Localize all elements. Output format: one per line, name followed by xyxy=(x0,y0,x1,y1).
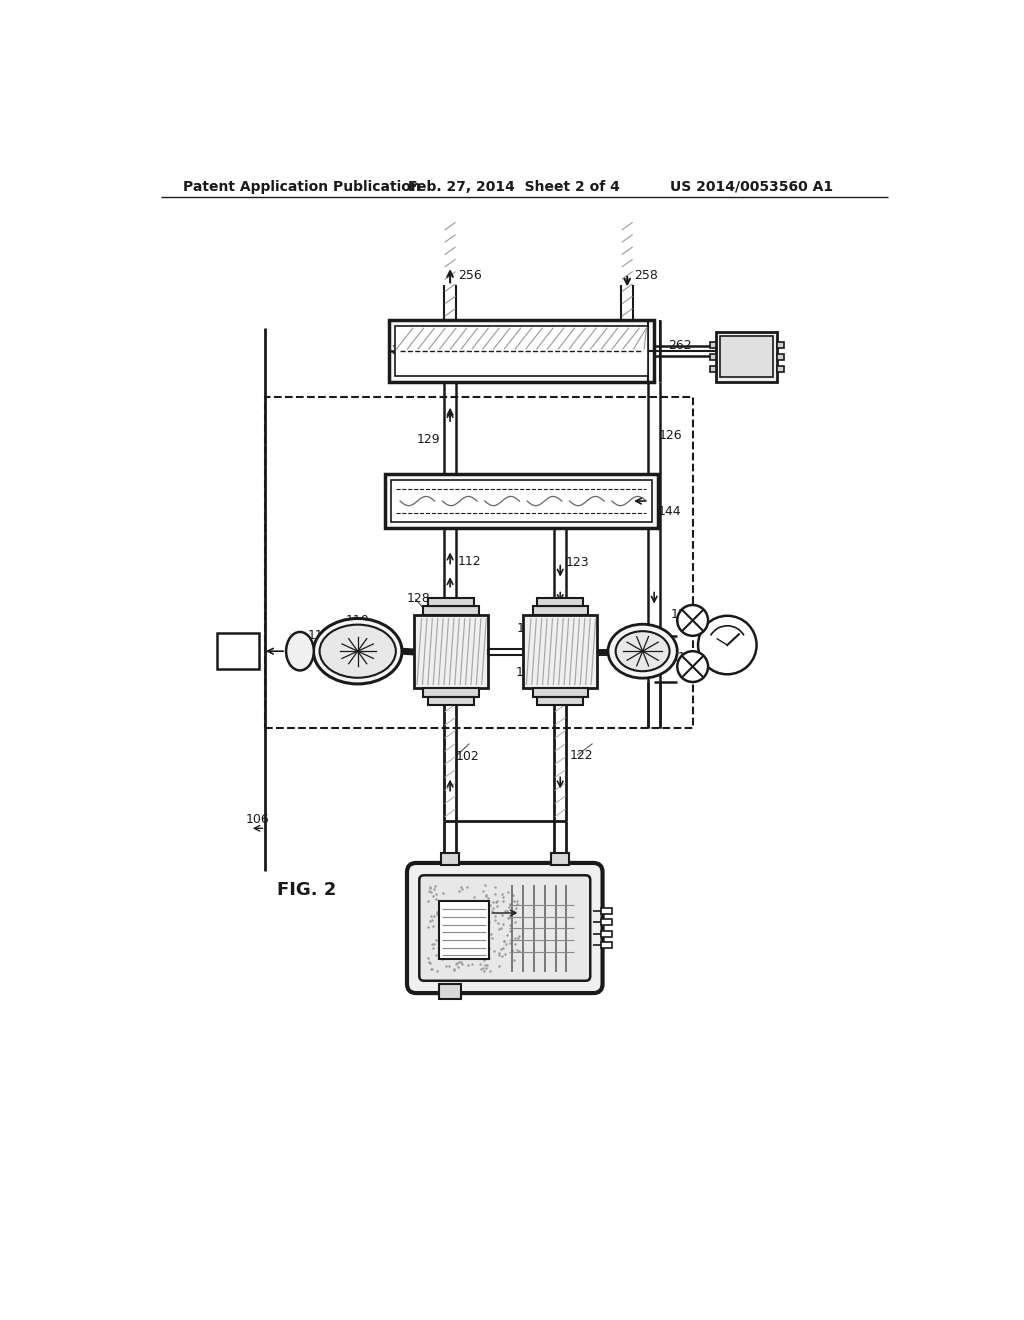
Ellipse shape xyxy=(286,632,313,671)
Circle shape xyxy=(677,651,708,682)
Text: 116: 116 xyxy=(714,664,738,677)
Text: 112: 112 xyxy=(458,554,481,568)
Bar xyxy=(423,606,478,615)
Text: FIG. 2: FIG. 2 xyxy=(276,880,336,899)
Text: 130: 130 xyxy=(517,622,541,635)
Text: 140: 140 xyxy=(392,496,416,510)
Text: 111: 111 xyxy=(307,630,332,643)
Text: 110: 110 xyxy=(346,614,370,627)
Text: 262: 262 xyxy=(668,339,691,352)
Bar xyxy=(388,321,654,381)
Text: 256: 256 xyxy=(458,269,481,282)
Text: 121: 121 xyxy=(568,660,592,673)
Bar xyxy=(265,397,692,729)
Bar xyxy=(414,615,487,688)
Bar xyxy=(720,337,773,378)
Text: 102: 102 xyxy=(456,750,479,763)
Bar xyxy=(538,598,584,606)
Text: 129: 129 xyxy=(417,433,440,446)
Text: Feb. 27, 2014  Sheet 2 of 4: Feb. 27, 2014 Sheet 2 of 4 xyxy=(408,180,620,194)
Text: 260: 260 xyxy=(727,337,751,350)
Circle shape xyxy=(698,615,757,675)
Bar xyxy=(428,598,474,606)
Bar xyxy=(538,697,584,705)
Bar xyxy=(423,688,478,697)
Circle shape xyxy=(677,605,708,636)
Bar xyxy=(601,908,611,913)
Text: 128: 128 xyxy=(407,593,430,606)
Text: 106: 106 xyxy=(246,813,269,825)
FancyBboxPatch shape xyxy=(419,875,590,981)
Text: 258: 258 xyxy=(634,269,658,282)
FancyBboxPatch shape xyxy=(407,863,602,993)
Bar xyxy=(601,942,611,949)
Text: 118: 118 xyxy=(671,651,695,664)
Bar xyxy=(777,354,783,360)
Text: 113: 113 xyxy=(224,634,248,647)
Bar xyxy=(532,606,588,615)
Bar xyxy=(777,367,783,372)
Text: 101: 101 xyxy=(469,942,494,954)
Text: 124: 124 xyxy=(429,660,453,673)
Text: 142: 142 xyxy=(398,482,422,495)
Bar xyxy=(551,853,569,866)
Bar xyxy=(532,688,588,697)
Text: 240: 240 xyxy=(391,345,415,358)
Bar xyxy=(391,480,652,521)
Bar xyxy=(428,697,474,705)
Ellipse shape xyxy=(608,624,677,678)
Bar xyxy=(710,354,716,360)
Bar xyxy=(385,474,658,528)
Text: 117: 117 xyxy=(671,607,695,620)
Text: 114: 114 xyxy=(515,667,540,680)
Bar xyxy=(601,919,611,925)
Bar xyxy=(777,342,783,348)
Bar xyxy=(710,367,716,372)
Ellipse shape xyxy=(319,624,396,677)
Text: 144: 144 xyxy=(658,504,682,517)
Bar xyxy=(439,983,461,999)
Text: US 2014/0053560 A1: US 2014/0053560 A1 xyxy=(670,180,833,194)
Bar xyxy=(716,331,777,381)
Bar xyxy=(439,902,489,960)
Bar xyxy=(217,634,259,669)
Bar xyxy=(710,342,716,348)
Bar xyxy=(394,326,648,376)
Text: 123: 123 xyxy=(565,556,589,569)
Ellipse shape xyxy=(313,619,402,684)
Bar xyxy=(441,853,460,866)
Text: 122: 122 xyxy=(569,748,593,762)
Text: 126: 126 xyxy=(658,429,682,442)
Bar xyxy=(601,931,611,937)
Bar xyxy=(523,615,597,688)
Ellipse shape xyxy=(615,631,670,671)
Text: Patent Application Publication: Patent Application Publication xyxy=(183,180,421,194)
